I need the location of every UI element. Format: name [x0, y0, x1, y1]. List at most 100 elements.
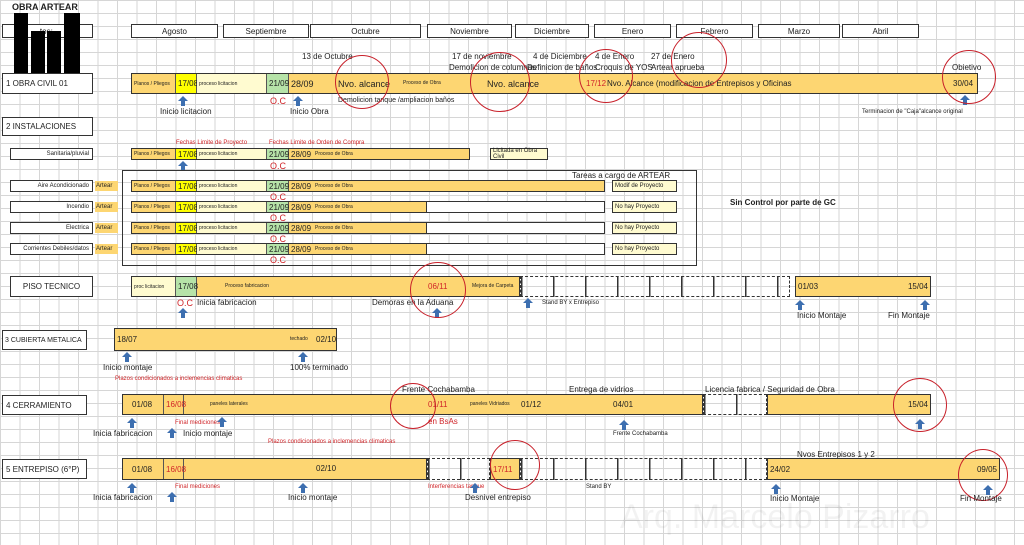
- arrow-up-icon: [178, 96, 188, 106]
- arrow-up-icon: [293, 96, 303, 106]
- arrow-up-icon: [771, 484, 781, 494]
- bar-label: Proceso de Obra: [315, 183, 353, 189]
- seg-planos: Planos / Pliegos: [132, 181, 176, 191]
- note: Definicion de baños: [527, 63, 598, 72]
- highlight-circle: [942, 50, 996, 104]
- milestone-label: Inicia fabricacion: [197, 298, 257, 307]
- bar-date: 28/09: [291, 149, 312, 159]
- bar-date: 16/08: [164, 459, 186, 479]
- month-agosto: Agosto: [131, 24, 218, 38]
- note: Frente Cochabamba: [402, 385, 475, 394]
- milestone-label: Final mediciones: [175, 484, 221, 490]
- note: Fechas Limite de Orden de Compra: [269, 140, 365, 146]
- note: Licencia fabrica / Seguridad de Obra: [705, 385, 835, 394]
- seg-oc: 21/09: [267, 149, 290, 159]
- arrow-up-icon: [178, 161, 188, 171]
- row-obra-civil-label: 1 OBRA CIVIL 01: [2, 73, 93, 94]
- bar-label: Mejora de Carpeta: [472, 283, 514, 289]
- milestone-label: Fin Montaje: [888, 311, 930, 320]
- row-label: Corrientes Debiles/datos: [10, 243, 93, 255]
- month-septiembre: Septiembre: [223, 24, 309, 38]
- row-entrepiso-label: 5 ENTREPISO (6°P): [2, 459, 87, 479]
- month-marzo: Marzo: [758, 24, 840, 38]
- watermark: Arq. Marcelo Pizarro: [620, 498, 930, 536]
- arrow-up-icon: [127, 483, 137, 493]
- bar-date: 28/09: [291, 202, 312, 212]
- bar-label: Proceso de Obra: [315, 225, 353, 231]
- bar-label: Proceso de Obra: [315, 246, 353, 252]
- milestone-label: Inicio licitacion: [160, 107, 212, 116]
- arrow-up-icon: [167, 492, 177, 502]
- arrow-up-icon: [298, 483, 308, 493]
- standby-dashed: [703, 394, 767, 415]
- bar-date: 28/09: [291, 244, 312, 254]
- seg-oc: 21/09: [267, 223, 290, 233]
- note: Interferencias tanque: [428, 484, 485, 490]
- highlight-circle: [490, 440, 540, 490]
- bar-installation: Planos / Pliegos 17/08 proceso licitacio…: [131, 180, 605, 192]
- seg-date: 17/08: [176, 149, 199, 159]
- oc-label: O.C: [177, 298, 194, 308]
- highlight-circle: [410, 262, 466, 318]
- seg-planos: Planos / Pliegos: [132, 244, 176, 254]
- milestone-label: en BsAs: [428, 417, 458, 426]
- bar-label: Proceso de Obra: [315, 204, 353, 210]
- arrow-up-icon: [127, 418, 137, 428]
- note-box: No hay Proyecto: [612, 222, 677, 234]
- month-enero: Enero: [594, 24, 671, 38]
- seg-planos: Planos / Pliegos: [132, 202, 176, 212]
- sin-control-note: Sin Control por parte de GC: [730, 198, 836, 207]
- bar-installation: Planos / Pliegos 17/08 proceso licitacio…: [131, 222, 427, 234]
- bar-label: paneles Vidriados: [470, 401, 510, 407]
- milestone-label: Desnivel entrepiso: [465, 493, 531, 502]
- standby-dashed: [520, 276, 790, 297]
- bar-sanitaria: Planos / Pliegos 17/08 proceso licitacio…: [131, 148, 470, 160]
- bar-date: 04/01: [613, 400, 634, 409]
- highlight-circle: [335, 55, 389, 109]
- milestone-label: Stand BY x Entrepiso: [542, 300, 599, 306]
- row-label: Sanitaria/pluvial: [10, 148, 93, 160]
- seg-oc: 21/09: [267, 181, 290, 191]
- seg-oc: 21/09: [267, 244, 290, 254]
- oc-label: O.C: [270, 255, 287, 265]
- bar-date: 01/08: [123, 459, 164, 479]
- milestone-label: Stand BY: [586, 484, 612, 490]
- oc-label: O.C: [270, 213, 287, 223]
- bar-date: 02/10: [316, 464, 337, 473]
- month-abril: Abril: [842, 24, 919, 38]
- seg-planos: Planos / Pliegos: [132, 74, 176, 93]
- seg-oc: 17/08: [176, 277, 198, 296]
- arrow-up-icon: [167, 428, 177, 438]
- milestone-label: Inicio Montaje: [770, 494, 820, 503]
- arrow-up-icon: [470, 483, 480, 493]
- row-label: Incendio: [10, 201, 93, 213]
- bar-date: 01/08: [123, 395, 164, 414]
- milestone-label: 100% terminado: [290, 363, 349, 372]
- arrow-up-icon: [298, 352, 308, 362]
- bar-cubierta: [114, 328, 337, 351]
- seg-planos: Planos / Pliegos: [132, 223, 176, 233]
- seg-planos: Planos / Pliegos: [132, 149, 176, 159]
- note: Entrega de vidrios: [569, 385, 634, 394]
- note-box: No hay Proyecto: [612, 201, 677, 213]
- milestone-label: Final mediciones: [175, 420, 221, 426]
- milestone-label: Inicio montaje: [288, 493, 338, 502]
- row-cerramiento-label: 4 CERRAMIENTO: [2, 395, 87, 415]
- milestone-label: Inicio montaje: [183, 429, 233, 438]
- note: 13 de Octubre: [302, 52, 353, 61]
- seg-date: 17/08: [176, 181, 199, 191]
- highlight-circle: [470, 52, 530, 112]
- note-box: Licitada en Obra Civil: [490, 148, 548, 160]
- seg-licitacion: proceso licitacion: [197, 181, 267, 191]
- bar-date: 01/11: [428, 400, 448, 409]
- bar-label: Proceso de Obra: [315, 151, 353, 157]
- highlight-circle: [579, 49, 633, 103]
- oc-label: O.C: [270, 192, 287, 202]
- seg-oc: 21/09: [267, 202, 290, 212]
- oc-label: O.C: [270, 161, 287, 171]
- bar-label: Proceso de Obra: [403, 80, 441, 86]
- highlight-circle: [390, 383, 436, 429]
- arrow-up-icon: [983, 485, 993, 495]
- arrow-up-icon: [523, 298, 533, 308]
- bar-label: paneles laterales: [210, 401, 248, 407]
